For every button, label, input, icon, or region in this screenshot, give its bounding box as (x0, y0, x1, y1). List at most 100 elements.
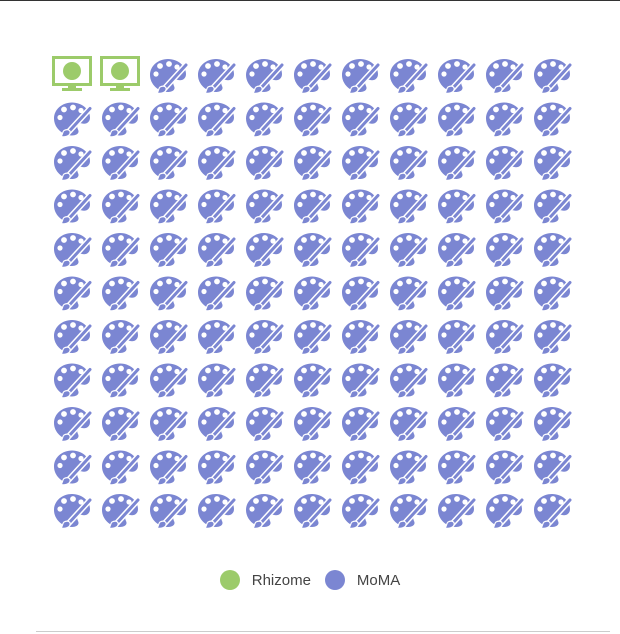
palette-brush-icon (534, 233, 573, 268)
palette-brush-icon (150, 450, 189, 486)
palette-brush-icon (390, 363, 429, 399)
palette-brush-icon (198, 146, 237, 181)
palette-brush-icon (102, 102, 141, 138)
palette-brush-icon (486, 276, 525, 312)
palette-brush-icon (294, 59, 333, 94)
palette-brush-icon (102, 494, 141, 529)
palette-brush-icon (438, 102, 477, 138)
palette-brush-icon (54, 189, 93, 225)
palette-brush-icon (54, 102, 93, 138)
palette-brush-icon (198, 494, 237, 529)
palette-brush-icon (294, 102, 333, 138)
palette-brush-icon (294, 189, 333, 225)
palette-brush-icon (534, 59, 573, 94)
palette-brush-icon (534, 407, 573, 442)
palette-brush-icon (294, 494, 333, 529)
palette-brush-icon (198, 450, 237, 486)
palette-brush-icon (102, 407, 141, 442)
palette-brush-icon (390, 407, 429, 442)
palette-brush-icon (246, 146, 285, 181)
palette-brush-icon (198, 59, 237, 94)
palette-brush-icon (534, 189, 573, 225)
legend-swatch-rhizome (219, 570, 240, 590)
monitor-icon (100, 56, 140, 91)
palette-brush-icon (294, 450, 333, 486)
palette-brush-icon (342, 102, 381, 138)
legend-swatch-moma (324, 570, 345, 590)
palette-brush-icon (438, 363, 477, 399)
palette-brush-icon (198, 407, 237, 442)
palette-brush-icon (150, 363, 189, 399)
palette-brush-icon (390, 146, 429, 181)
palette-brush-icon (294, 320, 333, 355)
legend-item-moma[interactable]: MoMA (324, 570, 401, 590)
bottom-rule (36, 631, 610, 632)
palette-brush-icon (342, 494, 381, 529)
palette-brush-icon (438, 407, 477, 442)
palette-brush-icon (486, 320, 525, 355)
palette-brush-icon (150, 189, 189, 225)
palette-brush-icon (246, 494, 285, 529)
palette-brush-icon (198, 276, 237, 312)
palette-brush-icon (198, 189, 237, 225)
palette-brush-icon (54, 233, 93, 268)
pictogram-chart (52, 56, 573, 529)
palette-brush-icon (486, 59, 525, 94)
palette-brush-icon (486, 102, 525, 138)
palette-brush-icon (54, 320, 93, 355)
palette-brush-icon (198, 363, 237, 399)
palette-brush-icon (102, 146, 141, 181)
palette-brush-icon (246, 407, 285, 442)
palette-brush-icon (150, 320, 189, 355)
palette-brush-icon (246, 450, 285, 486)
palette-brush-icon (102, 233, 141, 268)
palette-brush-icon (486, 363, 525, 399)
palette-brush-icon (246, 276, 285, 312)
legend-label-moma: MoMA (356, 571, 401, 589)
palette-brush-icon (54, 276, 93, 312)
palette-brush-icon (246, 59, 285, 94)
palette-brush-icon (294, 363, 333, 399)
palette-brush-icon (198, 102, 237, 138)
palette-brush-icon (390, 233, 429, 268)
palette-brush-icon (342, 320, 381, 355)
monitor-icon (52, 56, 92, 91)
palette-brush-icon (486, 189, 525, 225)
palette-brush-icon (102, 320, 141, 355)
palette-brush-icon (198, 320, 237, 355)
palette-brush-icon (246, 320, 285, 355)
palette-brush-icon (438, 233, 477, 268)
palette-brush-icon (294, 407, 333, 442)
palette-brush-icon (342, 407, 381, 442)
palette-brush-icon (342, 363, 381, 399)
palette-brush-icon (438, 276, 477, 312)
palette-brush-icon (294, 276, 333, 312)
palette-brush-icon (486, 407, 525, 442)
palette-brush-icon (534, 363, 573, 399)
palette-brush-icon (486, 233, 525, 268)
palette-brush-icon (54, 146, 93, 181)
palette-brush-icon (390, 59, 429, 94)
palette-brush-icon (150, 233, 189, 268)
palette-brush-icon (486, 450, 525, 486)
palette-brush-icon (102, 363, 141, 399)
palette-brush-icon (438, 450, 477, 486)
palette-brush-icon (342, 450, 381, 486)
palette-brush-icon (246, 189, 285, 225)
palette-brush-icon (534, 102, 573, 138)
palette-brush-icon (342, 146, 381, 181)
legend-item-rhizome[interactable]: Rhizome (219, 570, 311, 590)
palette-brush-icon (438, 320, 477, 355)
palette-brush-icon (486, 494, 525, 529)
palette-brush-icon (246, 102, 285, 138)
palette-brush-icon (246, 233, 285, 268)
palette-brush-icon (102, 450, 141, 486)
palette-brush-icon (390, 276, 429, 312)
palette-brush-icon (342, 59, 381, 94)
palette-brush-icon (294, 233, 333, 268)
palette-brush-icon (54, 407, 93, 442)
palette-brush-icon (438, 189, 477, 225)
palette-brush-icon (438, 494, 477, 529)
palette-brush-icon (534, 494, 573, 529)
palette-brush-icon (150, 407, 189, 442)
